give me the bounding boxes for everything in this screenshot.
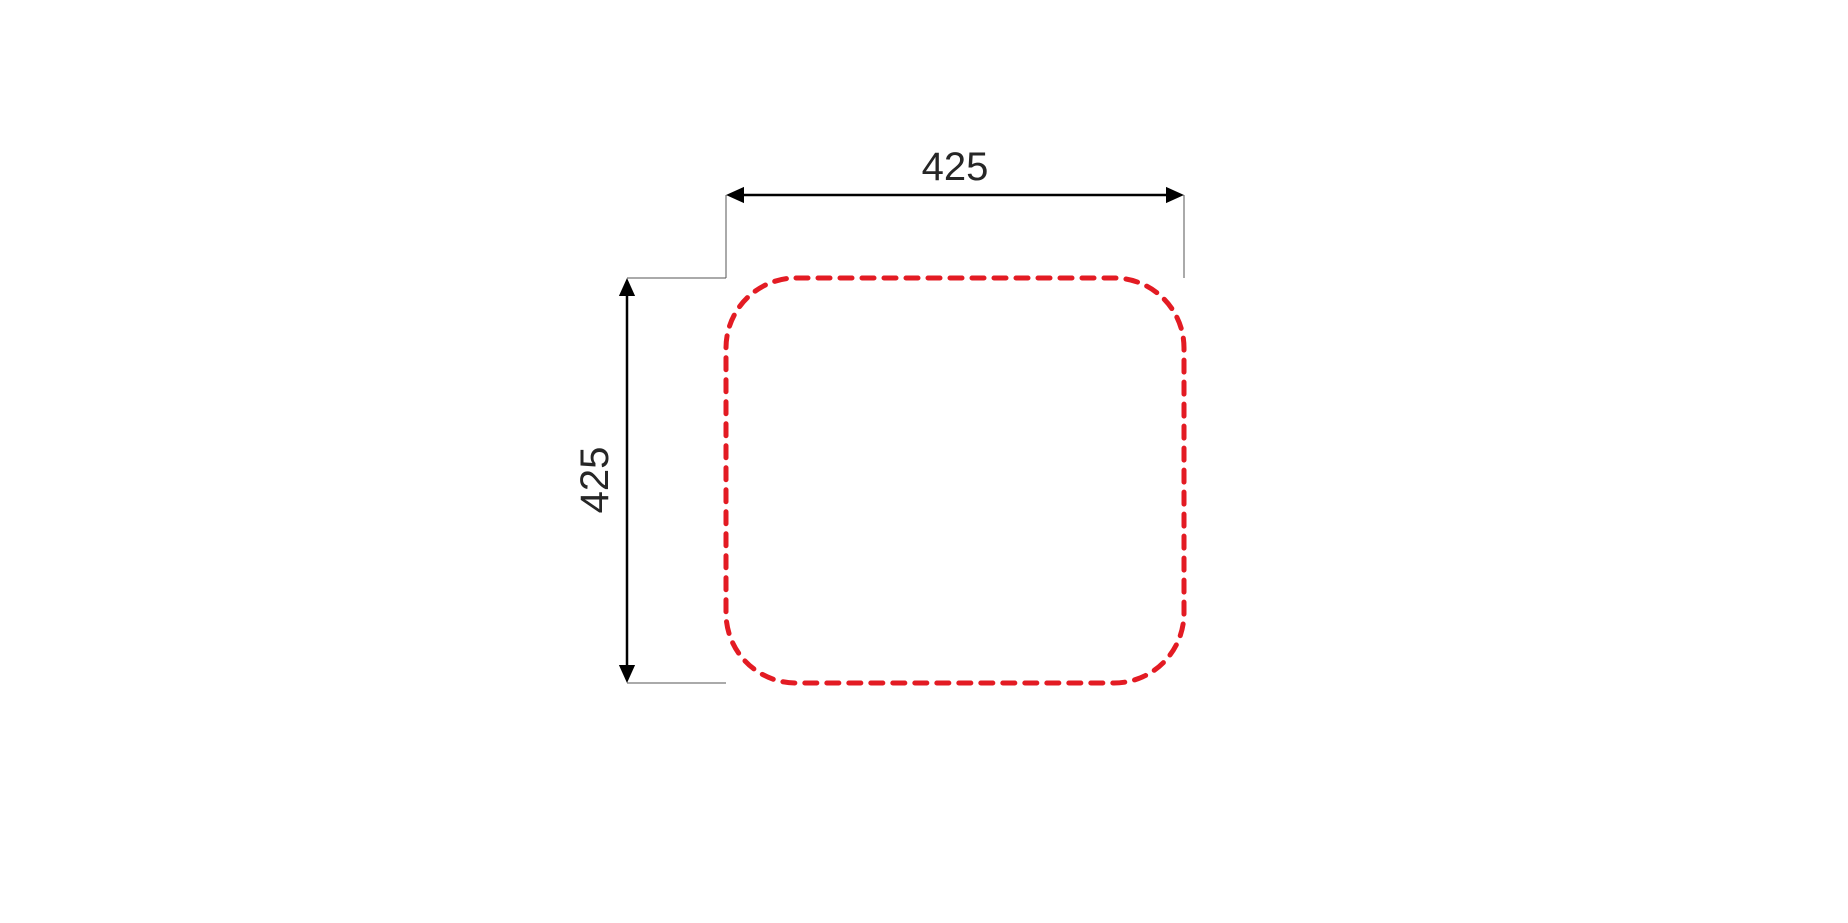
dimension-label-width: 425 [922,145,989,189]
technical-drawing: 425 425 [0,0,1848,923]
canvas-background [0,0,1848,923]
dimension-label-height: 425 [573,447,617,514]
